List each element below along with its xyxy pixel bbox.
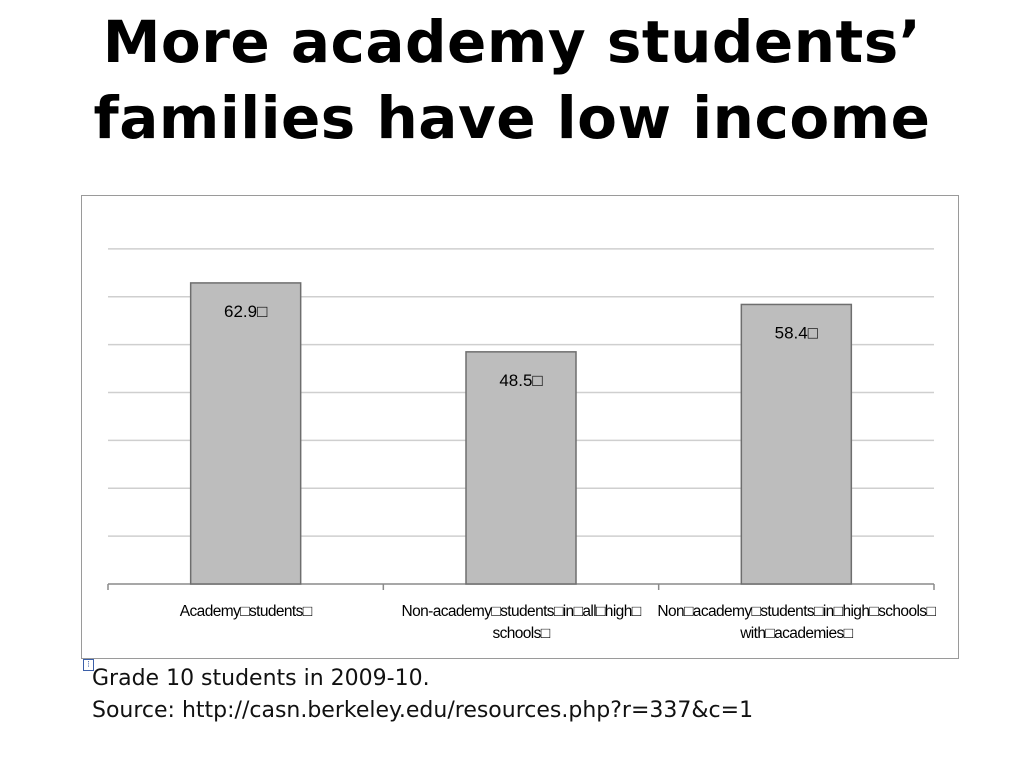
x-tick-label: Non-academy□students□in□all□high□ — [402, 603, 642, 620]
x-tick-label: schools□ — [492, 625, 550, 642]
bar-chart: 62.9□ 48.5□ 58.4□ Academy□students□ Non-acad… — [81, 195, 959, 659]
bar — [189, 282, 302, 585]
x-tick-label: with□academies□ — [739, 625, 853, 642]
x-tick-label: Non□academy□students□in□high□schools□ — [657, 603, 936, 620]
data-label: 58.4□ — [775, 323, 818, 342]
data-label: 48.5□ — [499, 371, 542, 390]
bar — [740, 303, 853, 585]
x-tick-label: Academy□students□ — [180, 603, 313, 620]
caption-grade: Grade 10 students in 2009-10. — [92, 666, 430, 691]
chart-svg: 62.9□ 48.5□ 58.4□ Academy□students□ Non-acad… — [107, 248, 937, 642]
title-line-1: More academy students’ — [102, 8, 922, 76]
title-line-2: families have low income — [93, 84, 931, 152]
embedded-object-icon: ⁝ — [83, 659, 94, 671]
caption-source: Source: http://casn.berkeley.edu/resourc… — [92, 698, 754, 723]
data-label: 62.9□ — [224, 302, 267, 321]
bar — [465, 351, 577, 585]
page-title: More academy students’ families have low… — [0, 4, 1024, 156]
